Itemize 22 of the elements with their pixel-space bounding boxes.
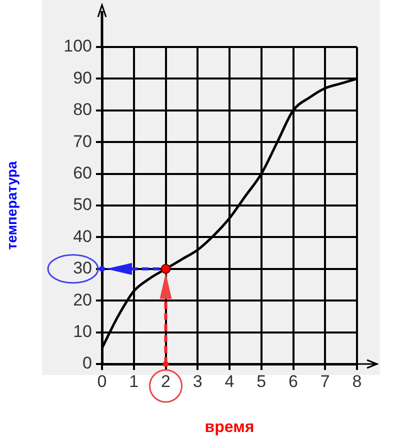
y-tick-label: 30 [73,258,92,278]
x-tick-label: 4 [224,372,234,391]
x-tick-label: 6 [288,372,298,391]
x-tick-label: 3 [192,372,202,391]
x-tick-label: 2 [161,372,170,391]
y-tick-label: 50 [73,195,92,214]
x-axis-title: время [204,418,254,436]
x-tick-label: 0 [97,372,107,391]
y-tick-label: 10 [73,322,92,341]
y-tick-label: 20 [73,290,92,310]
x-tick-label: 1 [129,372,139,391]
y-tick-label: 100 [64,36,92,56]
y-tick-label: 90 [73,68,92,88]
y-tick-label: 0 [82,354,92,373]
x-tick-label: 8 [352,372,362,391]
y-tick-label: 40 [73,226,92,246]
y-axis-title: температура [3,161,20,250]
y-tick-label: 60 [73,163,92,182]
y-tick-label: 80 [73,100,92,120]
x-tick-label: 5 [256,372,266,391]
x-tick-label: 7 [320,372,330,391]
y-tick-label: 70 [73,132,92,151]
